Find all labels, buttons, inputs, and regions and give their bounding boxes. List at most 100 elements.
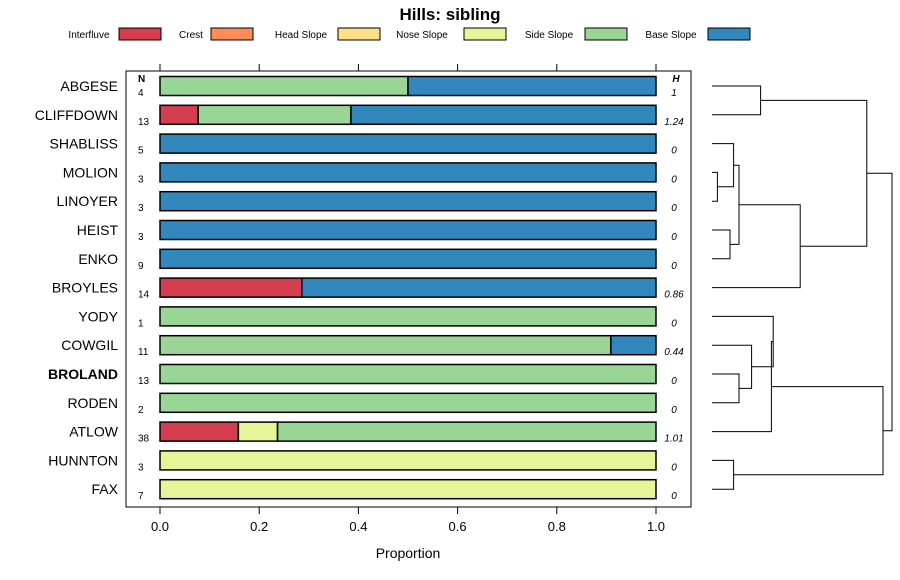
bar-segment (159, 478, 657, 500)
row-h-value: 1.01 (664, 434, 683, 445)
row-h-value: 0.86 (664, 290, 684, 301)
plot-frame (125, 70, 692, 508)
row-label: SHABLISS (50, 136, 118, 152)
bar-segment (159, 392, 657, 414)
dendrogram-branch (712, 171, 718, 202)
row-label: RODEN (67, 395, 118, 411)
legend-label: Crest (179, 30, 203, 41)
x-tick-label: 0.2 (250, 519, 268, 534)
row-h-value: 0 (671, 405, 677, 416)
row-h-value: 0.44 (664, 347, 684, 358)
x-tick-label: 0.8 (548, 519, 566, 534)
bar-segment (159, 219, 657, 241)
row-label: LINOYER (57, 193, 118, 209)
bar-segment (159, 334, 612, 356)
row-n-value: 14 (138, 290, 150, 301)
dendrogram-branch (712, 85, 762, 116)
row-n-value: 3 (138, 174, 144, 185)
row-n-value: 13 (138, 117, 150, 128)
dendrogram-branch (712, 204, 801, 289)
row-n-value: 9 (138, 261, 144, 272)
bar-segment (159, 248, 657, 270)
row-h-value: 0 (671, 491, 677, 502)
row-label: ATLOW (69, 424, 119, 440)
dendrogram-branch (712, 341, 774, 433)
dendrogram-branch (712, 459, 735, 490)
row-label: CLIFFDOWN (35, 107, 118, 123)
row-n-value: 3 (138, 462, 144, 473)
legend-label: Interfluve (68, 30, 110, 41)
legend-swatch (707, 27, 751, 41)
row-label: MOLION (63, 164, 118, 180)
row-h-value: 0 (671, 174, 677, 185)
bar-segment (159, 277, 303, 298)
x-tick-label: 0.0 (151, 519, 169, 534)
dendrogram (712, 85, 893, 490)
row-n-value: 38 (138, 434, 150, 445)
bar-segment (159, 450, 657, 471)
legend-swatch (337, 27, 381, 41)
row-h-value: 0 (671, 462, 677, 473)
row-n-value: 13 (138, 376, 150, 387)
legend-swatch (118, 27, 162, 41)
row-n-value: 3 (138, 203, 144, 214)
bar-segment (237, 421, 279, 442)
row-label: FAX (92, 481, 119, 497)
x-axis-title: Proportion (376, 545, 441, 561)
dendrogram-branch (712, 229, 731, 260)
row-label: HUNNTON (48, 452, 118, 468)
row-n-value: 3 (138, 232, 144, 243)
h-column-header: H (672, 74, 680, 85)
legend-swatch (210, 27, 254, 41)
dendrogram-branch (730, 164, 740, 245)
chart-title: Hills: sibling (399, 5, 500, 24)
dendrogram-branch (866, 172, 893, 432)
legend-label: Nose Slope (396, 30, 448, 41)
legend-label: Side Slope (525, 30, 574, 41)
row-n-value: 5 (138, 146, 144, 157)
row-h-value: 0 (671, 232, 677, 243)
n-column-header: N (138, 74, 145, 85)
dendrogram-branch (733, 386, 884, 476)
bar-segment (159, 363, 657, 385)
row-label: COWGIL (61, 337, 118, 353)
row-h-value: 1 (671, 88, 677, 99)
row-h-value: 0 (671, 261, 677, 272)
row-n-value: 11 (138, 347, 149, 358)
bar-segment (301, 277, 657, 298)
row-label: ABGESE (60, 78, 118, 94)
bar-segment (350, 104, 657, 126)
bar-segment (159, 421, 240, 442)
bar-segment (159, 190, 657, 212)
legend: Interfluve Crest Head Slope Nose Slope Side … (68, 27, 751, 41)
x-axis: 0.0 0.2 0.4 0.6 0.8 1.0 (151, 64, 665, 534)
row-h-value: 0 (671, 146, 677, 157)
bar-segment (610, 334, 657, 356)
bar-segment (159, 104, 199, 126)
dendrogram-branch (712, 315, 774, 368)
dendrogram-branch (760, 99, 868, 247)
row-h-value: 1.24 (664, 117, 684, 128)
row-label: BROYLES (52, 280, 118, 296)
row-h-value: 0 (671, 203, 677, 214)
row-label: ENKO (78, 251, 118, 267)
legend-swatch (584, 27, 628, 41)
bar-segment (159, 133, 657, 154)
bar-segment (159, 162, 657, 183)
legend-swatch (463, 27, 507, 41)
legend-label: Base Slope (645, 30, 697, 41)
legend-label: Head Slope (275, 30, 328, 41)
row-n-value: 1 (138, 318, 144, 329)
dendrogram-branch (712, 373, 740, 404)
row-label: BROLAND (48, 366, 118, 382)
dendrogram-branch (712, 143, 735, 188)
row-n-value: 7 (138, 491, 144, 502)
row-h-value: 0 (671, 318, 677, 329)
bar-segment (159, 75, 409, 97)
bar-segment (276, 421, 657, 442)
row-label: HEIST (77, 222, 119, 238)
row-n-value: 4 (138, 88, 144, 99)
